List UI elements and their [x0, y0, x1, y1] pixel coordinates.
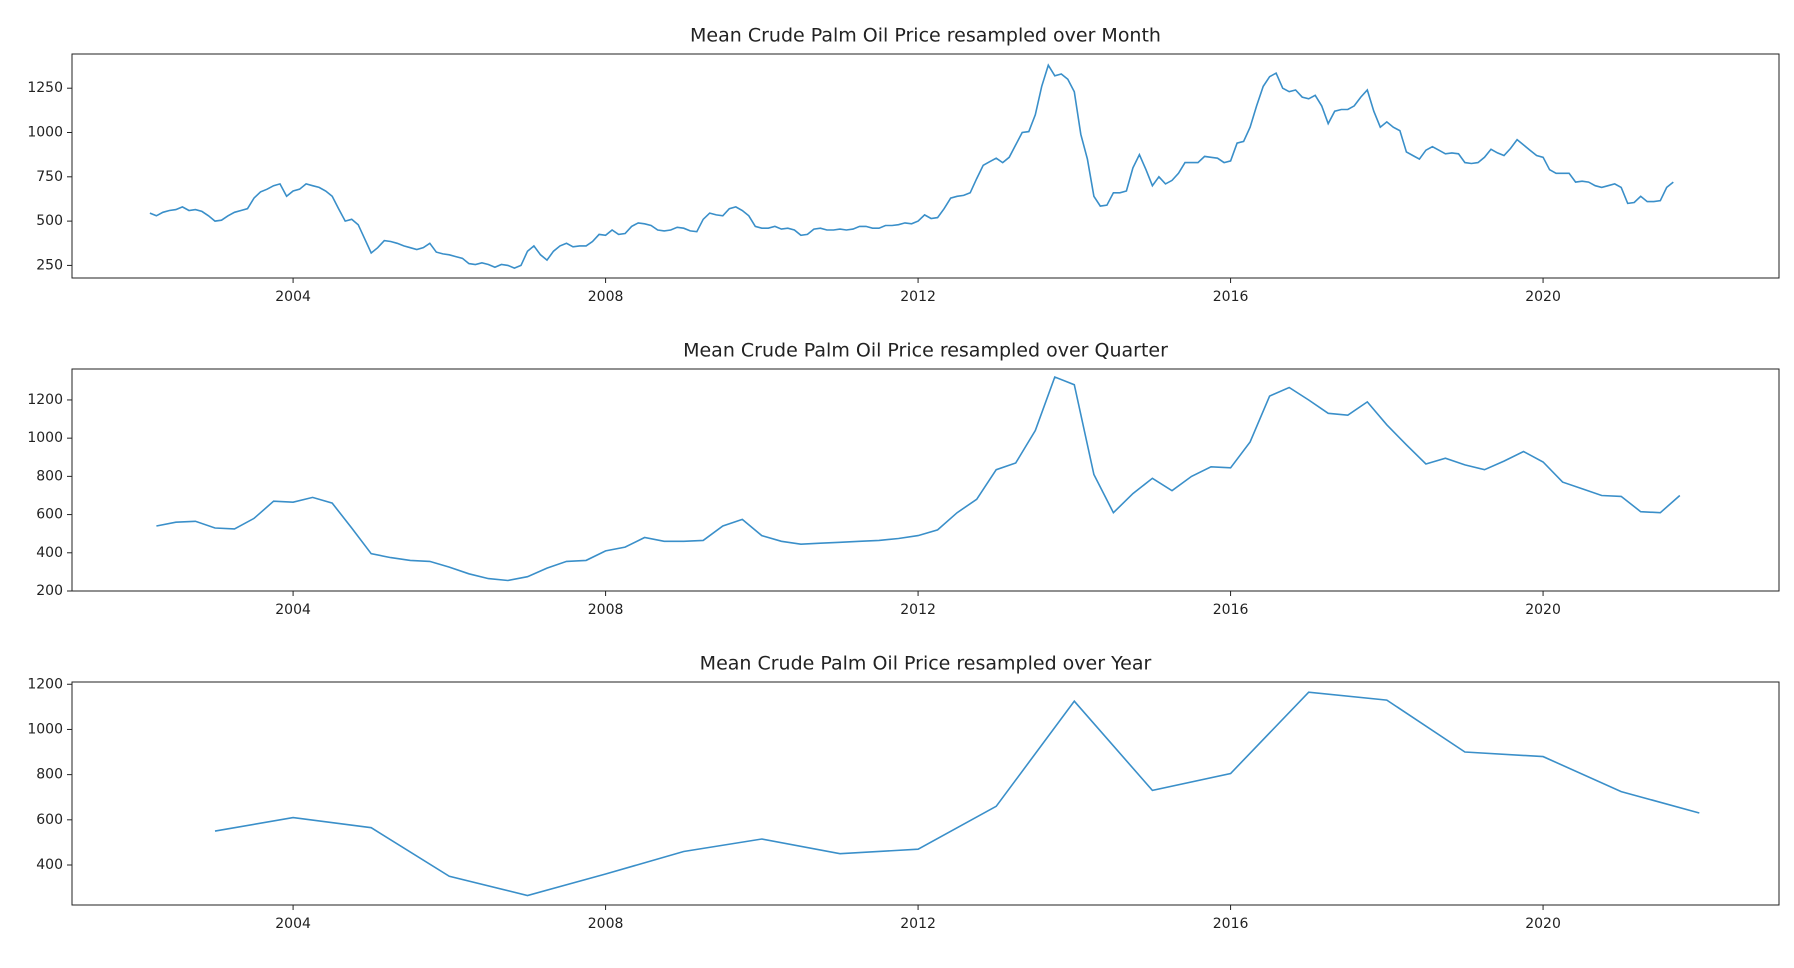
x-tick-label: 2020: [1525, 289, 1561, 305]
plot-frame: [71, 368, 1780, 592]
y-tick-label: 800: [36, 767, 63, 783]
x-tick-label: 2016: [1213, 289, 1249, 305]
x-tick-label: 2012: [900, 602, 936, 618]
data-line: [214, 691, 1700, 897]
y-tick-label: 200: [36, 583, 63, 599]
x-tick-label: 2008: [588, 602, 624, 618]
x-tick-label: 2016: [1213, 602, 1249, 618]
y-tick-label: 1200: [27, 676, 63, 692]
x-tick-label: 2016: [1213, 916, 1249, 932]
y-tick-label: 400: [36, 857, 63, 873]
x-tick-label: 2008: [588, 289, 624, 305]
x-tick-label: 2004: [275, 916, 311, 932]
x-tick-label: 2020: [1525, 602, 1561, 618]
y-tick-label: 400: [36, 545, 63, 561]
y-tick-label: 1250: [27, 80, 63, 96]
x-tick-label: 2004: [275, 289, 311, 305]
data-line: [149, 63, 1674, 269]
y-tick-label: 500: [36, 213, 63, 229]
x-tick-label: 2008: [588, 916, 624, 932]
y-tick-label: 1000: [27, 125, 63, 141]
y-tick-label: 600: [36, 507, 63, 523]
chart-title: Mean Crude Palm Oil Price resampled over…: [700, 653, 1152, 675]
y-tick-label: 1000: [27, 430, 63, 446]
chart-title: Mean Crude Palm Oil Price resampled over…: [690, 25, 1161, 47]
y-tick-label: 800: [36, 468, 63, 484]
plot-frame: [71, 681, 1780, 906]
y-tick-label: 750: [36, 169, 63, 185]
x-tick-label: 2012: [900, 289, 936, 305]
data-line: [156, 375, 1681, 582]
chart-title: Mean Crude Palm Oil Price resampled over…: [683, 340, 1168, 362]
y-tick-label: 600: [36, 812, 63, 828]
x-tick-label: 2020: [1525, 916, 1561, 932]
plot-frame: [71, 53, 1780, 279]
y-tick-label: 1000: [27, 721, 63, 737]
x-tick-label: 2004: [275, 602, 311, 618]
y-tick-label: 1200: [27, 392, 63, 408]
y-tick-label: 250: [36, 257, 63, 273]
x-tick-label: 2012: [900, 916, 936, 932]
